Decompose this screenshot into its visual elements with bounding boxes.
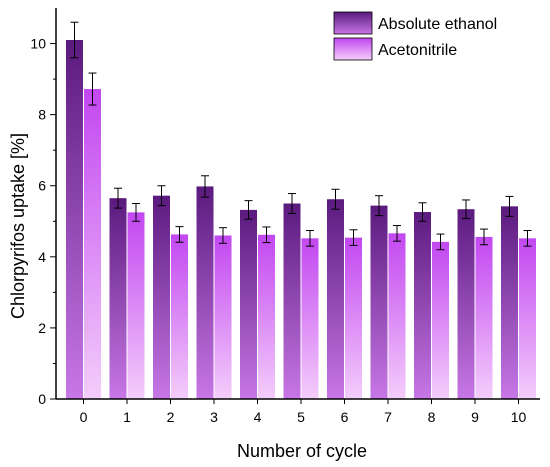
error-bar-acetonitrile-cycle-5 <box>306 230 314 247</box>
axes <box>50 8 540 404</box>
bar-acetonitrile-cycle-8 <box>432 241 449 399</box>
error-bar-acetonitrile-cycle-10 <box>523 230 532 247</box>
error-bar-acetonitrile-cycle-4 <box>262 226 271 244</box>
bar-absolute-ethanol-cycle-5 <box>283 203 301 399</box>
error-bar-absolute-ethanol-cycle-9 <box>462 199 470 219</box>
bar-acetonitrile-cycle-7 <box>388 233 406 399</box>
y-tick-label: 0 <box>38 391 46 407</box>
x-tick-label: 9 <box>471 409 479 425</box>
bar-acetonitrile-cycle-3 <box>214 235 232 399</box>
x-tick-label: 8 <box>428 409 436 425</box>
bar-absolute-ethanol-cycle-10 <box>501 206 518 399</box>
y-tick-label: 8 <box>38 107 46 123</box>
error-bar-absolute-ethanol-cycle-3 <box>201 175 209 198</box>
bar-acetonitrile-cycle-6 <box>345 237 362 399</box>
error-bar-acetonitrile-cycle-1 <box>132 203 140 222</box>
y-axis-title: Chlorpyrifos uptake [%] <box>8 133 28 319</box>
error-bar-acetonitrile-cycle-8 <box>436 233 445 251</box>
bar-absolute-ethanol-cycle-3 <box>196 186 214 399</box>
y-tick-label: 10 <box>30 36 46 52</box>
bar-acetonitrile-cycle-2 <box>171 234 188 399</box>
bars-layer <box>66 39 536 400</box>
x-tick-label: 0 <box>80 409 88 425</box>
error-bar-absolute-ethanol-cycle-1 <box>114 187 122 209</box>
x-tick-label: 5 <box>297 409 305 425</box>
error-bar-absolute-ethanol-cycle-5 <box>288 193 296 214</box>
error-bar-absolute-ethanol-cycle-7 <box>375 195 383 217</box>
bar-absolute-ethanol-cycle-7 <box>370 205 388 399</box>
x-tick-label: 6 <box>341 409 349 425</box>
y-tick-label: 6 <box>38 178 46 194</box>
error-bar-acetonitrile-cycle-0 <box>88 72 97 106</box>
legend-label-acetonitrile: Acetonitrile <box>378 42 457 59</box>
x-tick-label: 1 <box>123 409 131 425</box>
bar-absolute-ethanol-cycle-1 <box>109 198 127 399</box>
bar-acetonitrile-cycle-5 <box>301 238 319 399</box>
error-bar-absolute-ethanol-cycle-0 <box>70 21 79 59</box>
bar-acetonitrile-cycle-4 <box>258 234 275 399</box>
bar-absolute-ethanol-cycle-8 <box>414 212 431 399</box>
tick-labels: 0 2 4 6 8 10 0 1 2 3 4 5 6 7 8 9 10 <box>30 36 526 425</box>
y-tick-label: 2 <box>38 320 46 336</box>
legend-swatch-absolute-ethanol <box>333 11 373 35</box>
error-bar-acetonitrile-cycle-3 <box>219 227 227 244</box>
bar-acetonitrile-cycle-9 <box>475 236 493 399</box>
error-bar-acetonitrile-cycle-9 <box>480 228 488 246</box>
error-bar-acetonitrile-cycle-2 <box>175 226 184 243</box>
x-tick-label: 2 <box>167 409 175 425</box>
bar-acetonitrile-cycle-0 <box>84 89 101 399</box>
error-bar-absolute-ethanol-cycle-4 <box>244 200 253 220</box>
error-bar-absolute-ethanol-cycle-8 <box>418 202 427 222</box>
bar-absolute-ethanol-cycle-6 <box>327 199 344 399</box>
bar-absolute-ethanol-cycle-0 <box>66 39 83 400</box>
error-bar-absolute-ethanol-cycle-6 <box>331 188 340 210</box>
x-tick-label: 4 <box>254 409 262 425</box>
error-bar-absolute-ethanol-cycle-2 <box>157 185 166 207</box>
bar-absolute-ethanol-cycle-4 <box>240 209 257 399</box>
bar-absolute-ethanol-cycle-9 <box>457 209 475 399</box>
x-tick-label: 7 <box>384 409 392 425</box>
x-axis-title: Number of cycle <box>237 441 367 461</box>
x-tick-label: 3 <box>210 409 218 425</box>
bar-acetonitrile-cycle-1 <box>127 212 145 399</box>
legend-label-absolute-ethanol: Absolute ethanol <box>378 16 497 33</box>
error-bar-acetonitrile-cycle-6 <box>349 229 358 246</box>
error-bars-layer <box>70 21 532 251</box>
legend: Absolute ethanol Acetonitrile <box>333 11 497 61</box>
y-tick-label: 4 <box>38 249 46 265</box>
error-bar-absolute-ethanol-cycle-10 <box>505 195 514 217</box>
bar-acetonitrile-cycle-10 <box>519 238 536 399</box>
x-tick-label: 10 <box>511 409 527 425</box>
bar-absolute-ethanol-cycle-2 <box>153 195 170 399</box>
legend-swatch-acetonitrile <box>333 37 373 61</box>
error-bar-acetonitrile-cycle-7 <box>393 225 401 242</box>
